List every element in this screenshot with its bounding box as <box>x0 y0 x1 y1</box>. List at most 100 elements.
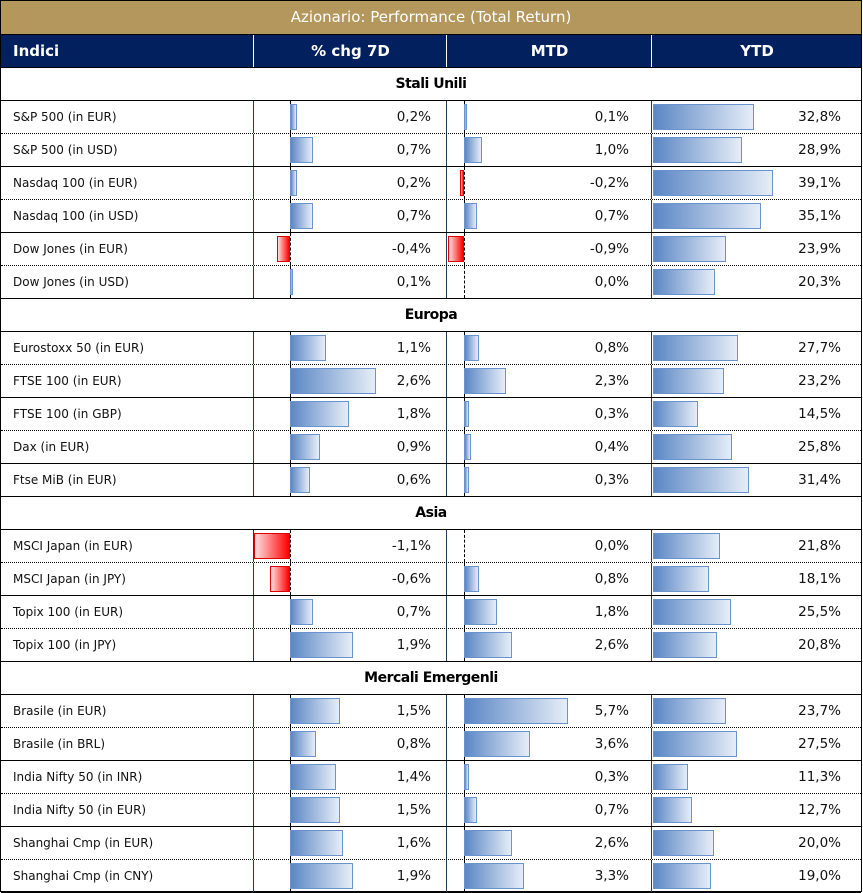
value-ytd: 27,5% <box>798 736 841 752</box>
column-divider <box>253 134 254 166</box>
value-ytd: 35,1% <box>798 208 841 224</box>
bar-7d <box>290 764 337 790</box>
value-ytd: 20,0% <box>798 835 841 851</box>
table-title: Azionario: Performance (Total Return) <box>1 1 861 35</box>
column-divider <box>446 761 447 793</box>
index-name: FTSE 100 (in GBP) <box>13 407 122 421</box>
index-name: MSCI Japan (in JPY) <box>13 572 126 586</box>
value-ytd: 11,3% <box>798 769 841 785</box>
bar-7d <box>290 434 320 460</box>
table-row: India Nifty 50 (in INR) 1,4% 0,3% 11,3% <box>1 761 861 794</box>
value-7d: -1,1% <box>391 538 431 554</box>
column-divider <box>253 761 254 793</box>
bar-ytd <box>653 830 715 856</box>
bar-ytd <box>653 269 716 295</box>
bar-ytd <box>653 632 717 658</box>
value-ytd: 20,3% <box>798 274 841 290</box>
value-ytd: 31,4% <box>798 472 841 488</box>
column-divider <box>446 101 447 133</box>
bar-ytd <box>653 863 712 889</box>
value-mtd: 1,8% <box>594 604 629 620</box>
index-name: Nasdaq 100 (in USD) <box>13 209 139 223</box>
table-row: FTSE 100 (in EUR) 2,6% 2,3% 23,2% <box>1 365 861 398</box>
value-mtd: 0,7% <box>594 208 629 224</box>
bar-mtd <box>464 203 477 229</box>
value-7d: 0,6% <box>396 472 431 488</box>
value-mtd: -0,9% <box>589 241 629 257</box>
bar-7d <box>290 731 317 757</box>
bar-mtd <box>464 335 479 361</box>
table-row: Topix 100 (in JPY) 1,9% 2,6% 20,8% <box>1 629 861 662</box>
column-divider <box>651 629 652 661</box>
column-divider <box>651 134 652 166</box>
column-divider <box>446 332 447 364</box>
value-mtd: 2,6% <box>594 637 629 653</box>
column-divider <box>253 233 254 265</box>
bar-7d <box>290 632 353 658</box>
column-divider <box>446 398 447 430</box>
bar-mtd <box>464 368 507 394</box>
table-row: FTSE 100 (in GBP) 1,8% 0,3% 14,5% <box>1 398 861 431</box>
column-divider <box>651 530 652 562</box>
bar-7d <box>290 401 350 427</box>
value-ytd: 32,8% <box>798 109 841 125</box>
index-name: Dax (in EUR) <box>13 440 90 454</box>
index-name: Topix 100 (in JPY) <box>13 638 117 652</box>
bar-ytd <box>653 236 727 262</box>
value-mtd: 5,7% <box>594 703 629 719</box>
bar-mtd <box>464 632 512 658</box>
bar-7d <box>290 170 297 196</box>
column-divider <box>253 596 254 628</box>
column-divider <box>651 167 652 199</box>
column-divider <box>253 827 254 859</box>
zero-axis-mtd <box>464 233 465 265</box>
column-divider <box>651 431 652 463</box>
index-name: Topix 100 (in EUR) <box>13 605 124 619</box>
index-name: Nasdaq 100 (in EUR) <box>13 176 138 190</box>
value-ytd: 14,5% <box>798 406 841 422</box>
value-7d: 1,5% <box>396 703 431 719</box>
value-7d: -0,6% <box>391 571 431 587</box>
column-divider <box>253 629 254 661</box>
bar-ytd <box>653 137 742 163</box>
bar-mtd <box>464 137 483 163</box>
value-7d: 0,7% <box>396 208 431 224</box>
column-divider <box>446 266 447 298</box>
bar-ytd <box>653 335 739 361</box>
column-divider <box>446 695 447 727</box>
index-name: Brasile (in EUR) <box>13 704 107 718</box>
column-divider <box>446 134 447 166</box>
column-divider <box>253 530 254 562</box>
value-7d: 2,6% <box>396 373 431 389</box>
bar-mtd <box>464 698 569 724</box>
column-divider <box>651 695 652 727</box>
value-mtd: 0,3% <box>594 769 629 785</box>
value-ytd: 23,7% <box>798 703 841 719</box>
bar-ytd <box>653 731 738 757</box>
column-divider <box>253 332 254 364</box>
column-divider <box>253 365 254 397</box>
value-mtd: 0,4% <box>594 439 629 455</box>
column-divider <box>446 563 447 595</box>
value-ytd: 20,8% <box>798 637 841 653</box>
value-7d: -0,4% <box>391 241 431 257</box>
zero-axis-7d <box>290 530 291 562</box>
value-7d: 1,8% <box>396 406 431 422</box>
column-divider <box>446 200 447 232</box>
value-7d: 0,1% <box>396 274 431 290</box>
column-header-mtd: MTD <box>446 35 652 67</box>
table-row: Brasile (in BRL) 0,8% 3,6% 27,5% <box>1 728 861 761</box>
bar-ytd <box>653 203 761 229</box>
index-name: Eurostoxx 50 (in EUR) <box>13 341 145 355</box>
table-row: MSCI Japan (in JPY) -0,6% 0,8% 18,1% <box>1 563 861 596</box>
value-mtd: 0,3% <box>594 472 629 488</box>
index-name: FTSE 100 (in EUR) <box>13 374 122 388</box>
value-7d: 1,6% <box>396 835 431 851</box>
zero-axis-7d <box>290 563 291 595</box>
value-7d: 0,7% <box>396 142 431 158</box>
bar-mtd <box>464 401 470 427</box>
value-mtd: 0,3% <box>594 406 629 422</box>
column-divider <box>651 233 652 265</box>
bar-mtd <box>464 104 467 130</box>
